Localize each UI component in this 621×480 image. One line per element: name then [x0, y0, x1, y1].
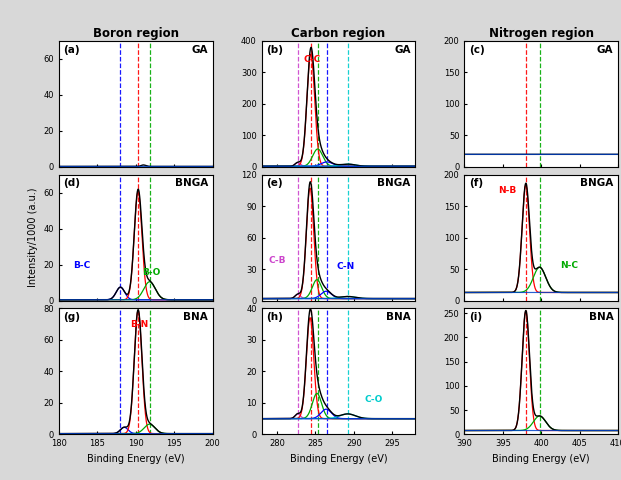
Text: (a): (a) — [63, 45, 80, 55]
Text: BNGA: BNGA — [175, 178, 208, 188]
Text: (g): (g) — [63, 312, 81, 322]
Text: C-C: C-C — [304, 55, 321, 64]
Text: GA: GA — [191, 45, 208, 55]
Title: Boron region: Boron region — [93, 26, 179, 40]
X-axis label: Binding Energy (eV): Binding Energy (eV) — [87, 454, 184, 464]
Text: C-O: C-O — [365, 395, 383, 404]
Text: (c): (c) — [469, 45, 485, 55]
Text: (d): (d) — [63, 178, 81, 188]
Text: BNA: BNA — [589, 312, 614, 322]
Text: C-B: C-B — [268, 256, 286, 265]
Text: GA: GA — [597, 45, 614, 55]
Y-axis label: Intensity/1000 (a.u.): Intensity/1000 (a.u.) — [28, 188, 38, 288]
Text: N-B: N-B — [498, 186, 517, 195]
Text: BNA: BNA — [183, 312, 208, 322]
Text: (f): (f) — [469, 178, 483, 188]
X-axis label: Binding Energy (eV): Binding Energy (eV) — [492, 454, 590, 464]
X-axis label: Binding Energy (eV): Binding Energy (eV) — [289, 454, 388, 464]
Text: BNA: BNA — [386, 312, 410, 322]
Text: (e): (e) — [266, 178, 283, 188]
Text: BNGA: BNGA — [580, 178, 614, 188]
Text: B-N: B-N — [130, 320, 148, 329]
Text: N-C: N-C — [560, 261, 578, 270]
Text: B-C: B-C — [73, 261, 91, 270]
Text: (h): (h) — [266, 312, 283, 322]
Title: Carbon region: Carbon region — [291, 26, 386, 40]
Text: BNGA: BNGA — [378, 178, 410, 188]
Text: (i): (i) — [469, 312, 482, 322]
Text: GA: GA — [394, 45, 410, 55]
Text: C-N: C-N — [337, 262, 355, 271]
Title: Nitrogen region: Nitrogen region — [489, 26, 594, 40]
Text: B-O: B-O — [142, 268, 160, 277]
Text: (b): (b) — [266, 45, 283, 55]
